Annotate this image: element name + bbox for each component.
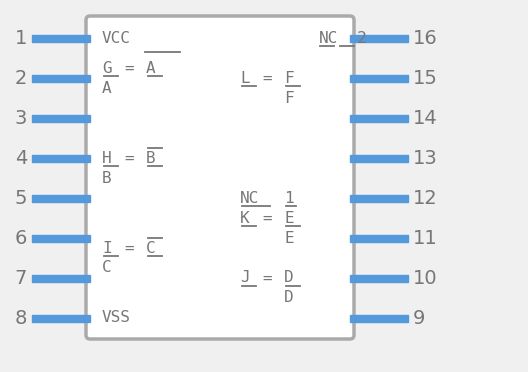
Text: 1: 1 [284,190,294,205]
Bar [32,314,90,321]
Text: I: I [102,241,111,256]
Text: VSS: VSS [102,311,131,326]
Text: 11: 11 [413,228,438,247]
Text: C: C [146,241,156,256]
Bar [350,314,408,321]
Text: 4: 4 [15,148,27,167]
Text: =: = [124,61,134,76]
Text: 15: 15 [413,68,438,87]
Text: 1: 1 [15,29,27,48]
Text: 12: 12 [413,189,438,208]
Text: 2: 2 [338,31,367,45]
Text: NC: NC [319,31,338,45]
Text: NC: NC [240,190,259,205]
Text: 3: 3 [15,109,27,128]
Bar [32,35,90,42]
Text: 13: 13 [413,148,438,167]
Text: F: F [284,90,294,106]
Bar [32,154,90,161]
Text: L: L [240,71,250,86]
Bar [32,195,90,202]
Text: 6: 6 [15,228,27,247]
Text: A: A [146,61,156,76]
Text: 16: 16 [413,29,438,48]
Bar [32,115,90,122]
Text: A: A [102,80,111,96]
Text: =: = [262,270,271,285]
Text: VCC: VCC [102,31,131,45]
Text: =: = [124,241,134,256]
Text: F: F [284,71,294,86]
Text: D: D [284,270,294,285]
Text: B: B [146,151,156,166]
Text: =: = [124,151,134,166]
Text: =: = [262,71,271,86]
Text: E: E [284,231,294,246]
Text: 2: 2 [15,68,27,87]
FancyBboxPatch shape [86,16,354,339]
Text: 9: 9 [413,308,426,327]
Text: 7: 7 [15,269,27,288]
Bar [32,74,90,81]
Bar [350,154,408,161]
Text: 10: 10 [413,269,438,288]
Bar [32,275,90,282]
Text: B: B [102,170,111,186]
Bar [350,35,408,42]
Text: 14: 14 [413,109,438,128]
Text: 5: 5 [14,189,27,208]
Bar [350,195,408,202]
Text: H: H [102,151,111,166]
Bar [350,275,408,282]
Text: G: G [102,61,111,76]
Text: 8: 8 [15,308,27,327]
Bar [350,234,408,241]
Text: K: K [240,211,250,225]
Bar [32,234,90,241]
Text: C: C [102,260,111,276]
Bar [350,115,408,122]
Text: E: E [284,211,294,225]
Text: =: = [262,211,271,225]
Bar [350,74,408,81]
Text: J: J [240,270,250,285]
Text: D: D [284,291,294,305]
